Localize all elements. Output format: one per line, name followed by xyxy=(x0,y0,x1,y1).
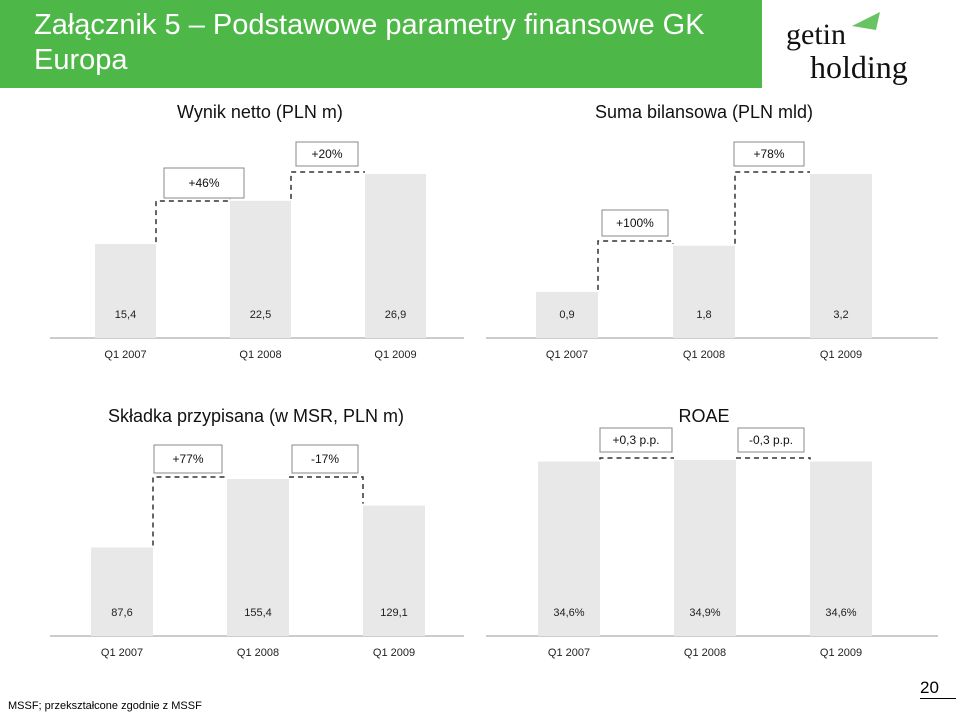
bar-value-label: 129,1 xyxy=(380,607,408,619)
x-tick-label: Q1 2007 xyxy=(546,349,588,361)
bar-q1-2009 xyxy=(810,461,872,636)
bar-value-label: 34,9% xyxy=(689,607,720,619)
chart-wynik-netto: Wynik netto (PLN m) 15,4 Q1 2007 22,5 Q1 200… xyxy=(50,96,468,368)
bar-q1-2007 xyxy=(538,461,600,636)
change-box xyxy=(733,141,805,167)
page-number-underline xyxy=(920,698,956,699)
bar-value-label: 22,5 xyxy=(250,309,271,321)
bar-value-label: 1,8 xyxy=(696,309,711,321)
x-tick-label: Q1 2007 xyxy=(104,349,146,361)
chart-title: Składka przypisana (w MSR, PLN m) xyxy=(108,406,404,426)
chart-roae: ROAE 34,6% Q1 2007 34,9% Q1 2008 34,6% Q1 2009… xyxy=(486,400,942,670)
change-box xyxy=(153,444,223,474)
svg-text:holding: holding xyxy=(810,49,908,85)
bar-value-label: 26,9 xyxy=(385,309,406,321)
change-box xyxy=(599,427,673,453)
x-tick-label: Q1 2007 xyxy=(101,647,143,659)
bar-q1-2007 xyxy=(536,291,598,338)
change-bracket xyxy=(736,457,811,460)
getin-holding-logo: getin holding xyxy=(784,8,944,88)
bar-q1-2008 xyxy=(674,460,736,636)
x-tick-label: Q1 2008 xyxy=(237,647,279,659)
change-box xyxy=(163,167,245,199)
title-band: Załącznik 5 – Podstawowe parametry finan… xyxy=(0,0,762,88)
change-box xyxy=(601,209,669,237)
change-box xyxy=(295,141,359,167)
x-tick-label: Q1 2008 xyxy=(683,349,725,361)
change-bracket xyxy=(155,198,231,243)
bar-q1-2008 xyxy=(230,200,291,338)
bar-q1-2009 xyxy=(363,505,425,636)
change-label: +0,3 p.p. xyxy=(612,433,659,447)
bar-q1-2007 xyxy=(95,244,156,338)
bar-value-label: 0,9 xyxy=(559,309,574,321)
x-tick-label: Q1 2007 xyxy=(548,647,590,659)
svg-text:getin: getin xyxy=(786,18,846,51)
change-bracket xyxy=(734,171,810,244)
bar-value-label: 87,6 xyxy=(111,607,132,619)
bar-q1-2009 xyxy=(365,174,426,338)
change-label: +20% xyxy=(311,147,342,161)
bar-q1-2008 xyxy=(227,479,289,636)
change-label: +78% xyxy=(753,147,784,161)
change-label: +46% xyxy=(188,176,219,190)
bar-value-label: 34,6% xyxy=(553,607,584,619)
change-box xyxy=(737,427,805,453)
x-tick-label: Q1 2008 xyxy=(239,349,281,361)
change-bracket xyxy=(599,457,674,460)
footnote: MSSF; przekształcone zgodnie z MSSF xyxy=(8,700,202,712)
change-bracket xyxy=(289,476,364,504)
chart-title: Suma bilansowa (PLN mld) xyxy=(595,102,813,122)
change-box xyxy=(291,444,359,474)
change-bracket xyxy=(290,171,365,199)
slide-title: Załącznik 5 – Podstawowe parametry finan… xyxy=(34,9,705,76)
x-tick-label: Q1 2009 xyxy=(820,349,862,361)
change-bracket xyxy=(597,240,674,290)
page-number: 20 xyxy=(920,678,939,697)
x-tick-label: Q1 2008 xyxy=(684,647,726,659)
bar-q1-2007 xyxy=(91,547,153,636)
chart-title: Wynik netto (PLN m) xyxy=(177,102,343,122)
chart-title: ROAE xyxy=(678,406,729,426)
x-tick-label: Q1 2009 xyxy=(374,349,416,361)
change-label: +100% xyxy=(616,216,654,230)
change-bracket xyxy=(152,476,227,546)
bar-q1-2009 xyxy=(810,174,872,338)
change-label: +77% xyxy=(172,452,203,466)
bar-value-label: 3,2 xyxy=(833,309,848,321)
chart-skladka-przypisana: Składka przypisana (w MSR, PLN m) 87,6 Q1 … xyxy=(50,400,468,670)
change-label: -17% xyxy=(311,452,339,466)
change-label: -0,3 p.p. xyxy=(749,433,793,447)
x-tick-label: Q1 2009 xyxy=(373,647,415,659)
bar-q1-2008 xyxy=(673,245,735,338)
x-tick-label: Q1 2009 xyxy=(820,647,862,659)
bar-value-label: 34,6% xyxy=(825,607,856,619)
bar-value-label: 155,4 xyxy=(244,607,272,619)
bar-value-label: 15,4 xyxy=(115,309,136,321)
chart-suma-bilansowa: Suma bilansowa (PLN mld) 0,9 Q1 2007 1,8 Q1 … xyxy=(486,96,942,368)
